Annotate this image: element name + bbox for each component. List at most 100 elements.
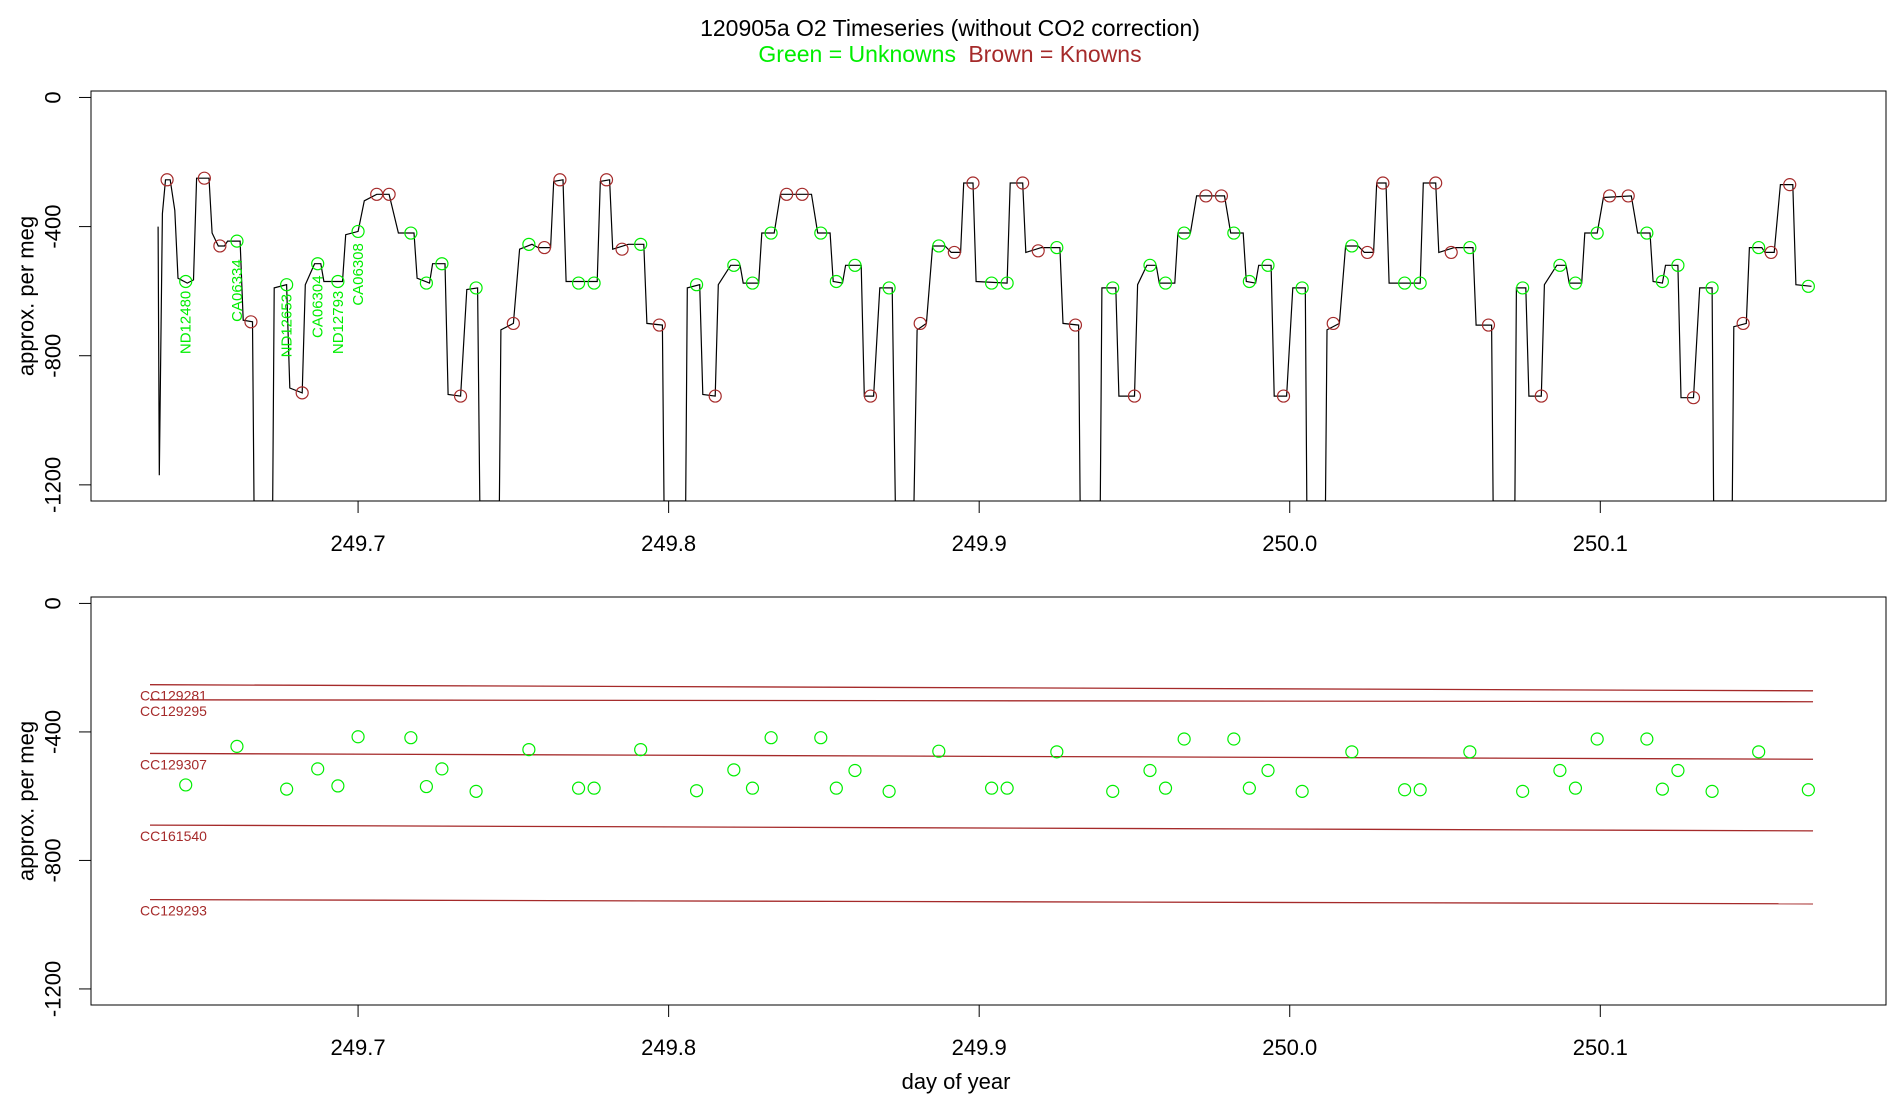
plot-area [157, 171, 1815, 501]
unknown-point [522, 237, 536, 251]
known-point [1621, 189, 1635, 203]
unknown-point [1345, 745, 1359, 759]
sample-label: ND12653 [279, 294, 296, 357]
unknown-point [814, 226, 828, 240]
known-point [453, 389, 468, 403]
known-point [1481, 318, 1496, 332]
unknown-point [1413, 783, 1427, 797]
unknown-point [587, 276, 601, 290]
known-point [780, 187, 794, 201]
known-point [197, 171, 211, 185]
unknown-point [522, 742, 536, 757]
unknown-point [1568, 781, 1583, 795]
plot-frame [90, 90, 1887, 502]
unknown-point [689, 784, 704, 798]
unknown-point [435, 257, 449, 271]
unknown-point [1398, 783, 1412, 797]
known-point [708, 389, 722, 403]
y-tick-label: -400 [41, 205, 66, 249]
known-point [553, 173, 567, 187]
unknown-point [932, 239, 946, 253]
unknown-point [848, 258, 862, 272]
unknown-point [1463, 745, 1477, 759]
x-tick-label: 250.1 [1573, 1035, 1628, 1060]
unknown-point [1261, 258, 1275, 272]
unknown-point [1705, 784, 1719, 798]
unknown-point [587, 781, 601, 795]
unknown-point [1143, 763, 1157, 778]
known-point [1736, 316, 1750, 331]
chart-subtitle: Green = Unknowns Brown = Knowns [758, 41, 1141, 67]
x-tick-label: 249.7 [331, 1035, 386, 1060]
reference-line [150, 684, 1814, 692]
unknown-point [985, 276, 999, 290]
unknown-point [829, 274, 843, 289]
known-point [913, 316, 927, 331]
sample-label: CA06334 [229, 259, 246, 322]
unknown-point [1106, 784, 1120, 798]
unknown-point [745, 781, 760, 795]
unknown-point [1050, 240, 1064, 255]
unknown-point [1295, 281, 1309, 295]
unknown-point [1242, 274, 1256, 289]
y-tick-label: 0 [41, 91, 66, 103]
unknown-point [1516, 784, 1530, 798]
unknown-point [1752, 240, 1766, 255]
unknown-point [1050, 745, 1064, 759]
plot-frame [90, 596, 1887, 1006]
unknown-point [1158, 781, 1173, 795]
known-point [506, 316, 520, 331]
top-panel: 0 -400 -800 -1200 249.7 249.8 249.9 250.0 250.1 a… [14, 90, 1887, 556]
y-tick-label: -800 [41, 838, 66, 882]
known-point [947, 245, 961, 260]
unknown-point [280, 278, 294, 292]
known-point [1783, 178, 1797, 192]
unknown-point [1261, 763, 1275, 778]
reference-line-label: CC129295 [140, 703, 207, 719]
sample-label: CA06308 [350, 243, 367, 306]
known-point [244, 315, 258, 329]
unknown-point [280, 782, 294, 796]
y-tick-label: -1200 [41, 457, 66, 513]
unknown-point [727, 258, 741, 272]
known-point [1214, 189, 1229, 203]
unknown-point [331, 779, 345, 793]
known-point [295, 386, 309, 400]
reference-line [150, 824, 1814, 832]
unknown-point [1801, 783, 1815, 797]
unknown-point [1671, 258, 1685, 272]
y-axis-label: approx. per meg [14, 721, 39, 881]
unknown-point [1568, 276, 1583, 290]
unknown-point [1398, 276, 1412, 290]
unknown-point [1671, 763, 1685, 778]
timeseries-line [157, 177, 1812, 501]
unknown-point [1177, 732, 1191, 746]
unknown-point [1000, 781, 1014, 795]
unknown-point [1655, 274, 1670, 289]
x-axis-label: day of year [902, 1069, 1011, 1094]
unknown-point [932, 744, 946, 758]
unknown-point [689, 278, 704, 292]
unknown-point [1640, 732, 1654, 746]
reference-line-label: CC129307 [140, 756, 207, 772]
unknown-point [179, 778, 193, 792]
unknown-point [435, 762, 449, 776]
unknown-point [1177, 226, 1191, 240]
known-point [652, 318, 666, 332]
unknown-point [1752, 745, 1766, 759]
unknown-point [1590, 732, 1604, 746]
bottom-panel: 0 -400 -800 -1200 249.7 249.8 249.9 250.0 250.1 a… [14, 596, 1887, 1060]
unknown-point [1640, 226, 1654, 240]
x-tick-label: 250.1 [1573, 531, 1628, 556]
reference-line-label: CC161540 [140, 828, 207, 844]
unknown-point [1463, 240, 1477, 255]
known-point [1603, 189, 1617, 203]
unknown-point [469, 784, 483, 798]
unknown-point [404, 731, 418, 745]
known-point [1031, 244, 1045, 258]
known-point [382, 187, 396, 201]
unknown-point [1553, 763, 1567, 778]
unknown-point [571, 781, 586, 795]
unknown-point [311, 762, 325, 776]
